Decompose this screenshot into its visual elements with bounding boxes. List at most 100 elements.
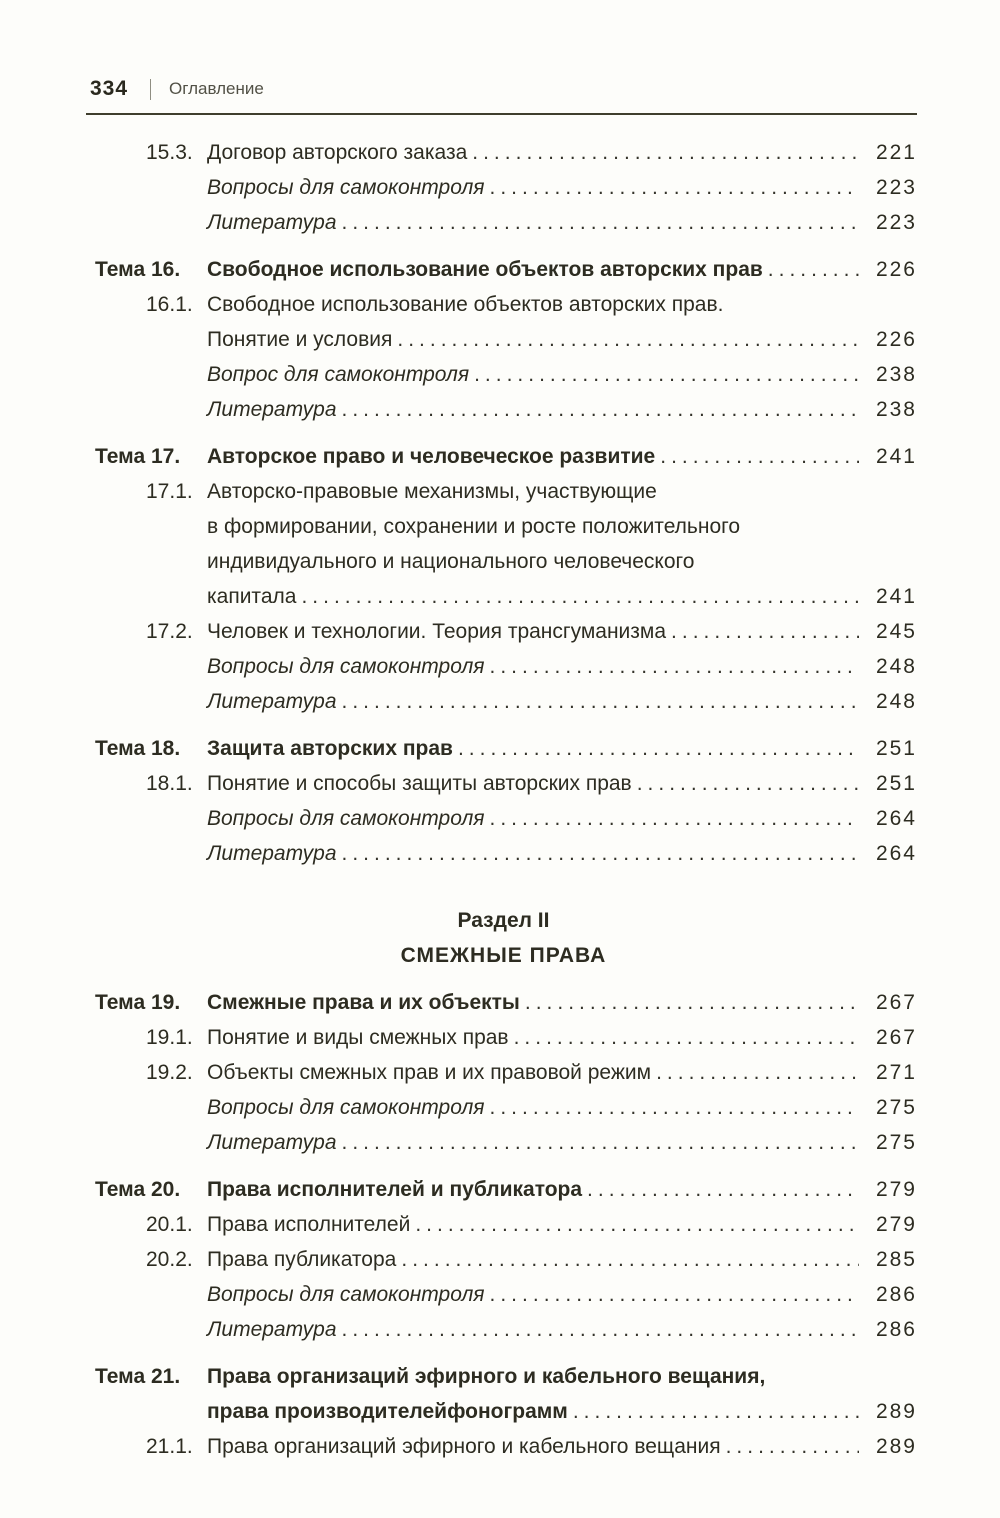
toc-entry-page-number: 289 <box>875 1400 917 1423</box>
toc-entry-text: Свободное использование объектов авторск… <box>207 258 763 281</box>
toc-entry-text: Понятие и способы защиты авторских прав <box>207 772 632 795</box>
toc-entry-text: капитала <box>207 585 297 608</box>
dot-leader <box>342 392 860 427</box>
toc-row: Литература 264 <box>90 836 917 871</box>
toc-entry-label: 17.1. <box>146 480 193 503</box>
dot-leader <box>587 1172 859 1207</box>
toc-entry-label: Тема 17. <box>95 445 181 468</box>
dot-leader <box>415 1207 859 1242</box>
toc-entry-gutter: 18.1. <box>90 766 207 801</box>
dot-leader <box>474 357 859 392</box>
toc-entry-label: 15.3. <box>146 141 193 164</box>
toc-entry-text: Права организаций эфирного и кабельного … <box>207 1435 721 1458</box>
toc-row: в формировании, сохранении и росте полож… <box>90 509 917 544</box>
toc-entry-label: Тема 21. <box>95 1365 181 1388</box>
toc-entry-label: 20.2. <box>146 1248 193 1271</box>
toc-entry-gutter: 20.1. <box>90 1207 207 1242</box>
toc-row: Вопросы для самоконтроля 286 <box>90 1277 917 1312</box>
toc-entry-gutter: 17.1. <box>90 474 207 509</box>
toc-entry-label: Тема 18. <box>95 737 181 760</box>
toc-entry-page-number: 279 <box>875 1178 917 1201</box>
dot-leader <box>490 649 859 684</box>
dot-leader <box>397 322 859 357</box>
toc-entry-text: Вопросы для самоконтроля <box>207 655 485 678</box>
toc-entry-text: Литература <box>207 690 337 713</box>
toc-entry-label: Тема 19. <box>95 991 181 1014</box>
dot-leader <box>671 614 859 649</box>
toc-row: Литература 238 <box>90 392 917 427</box>
toc-entry-label: 19.1. <box>146 1026 193 1049</box>
toc-entry-page-number: 285 <box>875 1248 917 1271</box>
dot-leader <box>514 1020 859 1055</box>
dot-leader <box>490 170 859 205</box>
toc-entry-text: Литература <box>207 1318 337 1341</box>
toc-entry-page-number: 251 <box>875 737 917 760</box>
toc-entry-page-number: 271 <box>875 1061 917 1084</box>
dot-leader <box>458 731 859 766</box>
toc-entry-gutter: 16.1. <box>90 287 207 322</box>
toc-row: капитала 241 <box>90 579 917 614</box>
toc-entry-gutter: 21.1. <box>90 1429 207 1464</box>
toc-entry-page-number: 241 <box>875 585 917 608</box>
toc-row: Литература 286 <box>90 1312 917 1347</box>
toc-row: индивидуального и национального человече… <box>90 544 917 579</box>
toc-entry-text: Права публикатора <box>207 1248 397 1271</box>
toc-entry-text: Вопросы для самоконтроля <box>207 1283 485 1306</box>
toc-row: 17.2. Человек и технологии. Теория транс… <box>90 614 917 649</box>
dot-leader <box>490 1277 859 1312</box>
toc-entry-text: Права исполнителей и публикатора <box>207 1178 583 1201</box>
toc-list: 15.3. Договор авторского заказа 221 Вопр… <box>90 115 917 1464</box>
toc-entry-page-number: 223 <box>875 211 917 234</box>
dot-leader <box>656 1055 859 1090</box>
toc-entry-label: 17.2. <box>146 620 193 643</box>
toc-row: Тема 18. Защита авторских прав 251 <box>90 731 917 766</box>
toc-entry-page-number: 275 <box>875 1096 917 1119</box>
dot-leader <box>490 1090 859 1125</box>
toc-entry-gutter: Тема 19. <box>90 985 207 1020</box>
toc-entry-page-number: 245 <box>875 620 917 643</box>
dot-leader <box>342 1312 860 1347</box>
toc-entry-page-number: 275 <box>875 1131 917 1154</box>
toc-entry-text: Вопросы для самоконтроля <box>207 807 485 830</box>
toc-row: 16.1. Свободное использование объектов а… <box>90 287 917 322</box>
toc-entry-text: Авторско-правовые механизмы, участвующие <box>207 480 657 503</box>
dot-leader <box>525 985 859 1020</box>
section-divider-subtitle: СМЕЖНЫЕ ПРАВА <box>400 944 607 967</box>
toc-entry-label: Тема 20. <box>95 1178 181 1201</box>
toc-row: Тема 16. Свободное использование объекто… <box>90 252 917 287</box>
toc-entry-gutter: 19.1. <box>90 1020 207 1055</box>
header-rule <box>86 113 917 115</box>
toc-entry-gutter: Тема 18. <box>90 731 207 766</box>
toc-row: 19.1. Понятие и виды смежных прав 267 <box>90 1020 917 1055</box>
toc-entry-page-number: 238 <box>875 363 917 386</box>
toc-entry-page-number: 223 <box>875 176 917 199</box>
dot-leader <box>301 579 859 614</box>
toc-entry-text: Литература <box>207 398 337 421</box>
toc-entry-text: Объекты смежных прав и их правовой режим <box>207 1061 652 1084</box>
toc-entry-label: Тема 16. <box>95 258 181 281</box>
toc-entry-text: Понятие и виды смежных прав <box>207 1026 509 1049</box>
toc-entry-text: Понятие и условия <box>207 328 393 351</box>
toc-entry-page-number: 279 <box>875 1213 917 1236</box>
toc-entry-label: 18.1. <box>146 772 193 795</box>
toc-entry-label: 19.2. <box>146 1061 193 1084</box>
toc-entry-gutter: 15.3. <box>90 135 207 170</box>
toc-entry-text: Вопросы для самоконтроля <box>207 1096 485 1119</box>
toc-entry-page-number: 264 <box>875 807 917 830</box>
toc-entry-page-number: 267 <box>875 1026 917 1049</box>
toc-entry-page-number: 226 <box>875 258 917 281</box>
dot-leader <box>401 1242 859 1277</box>
page-header: 334 Оглавление <box>90 76 917 102</box>
toc-entry-text: Авторское право и человеческое развитие <box>207 445 656 468</box>
toc-entry-text: Защита авторских прав <box>207 737 453 760</box>
toc-entry-gutter: Тема 17. <box>90 439 207 474</box>
dot-leader <box>573 1394 859 1429</box>
toc-entry-gutter: 20.2. <box>90 1242 207 1277</box>
toc-entry-label: 20.1. <box>146 1213 193 1236</box>
toc-entry-text: Права организаций эфирного и кабельного … <box>207 1365 766 1388</box>
dot-leader <box>342 836 860 871</box>
toc-entry-text: Литература <box>207 1131 337 1154</box>
dot-leader <box>342 684 860 719</box>
toc-entry-text: Литература <box>207 211 337 234</box>
